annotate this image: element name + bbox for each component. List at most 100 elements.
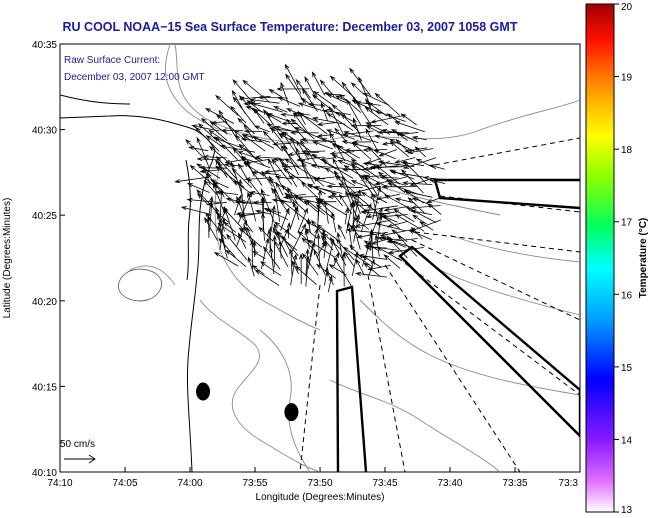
current-vector xyxy=(215,94,239,116)
current-vector xyxy=(208,145,235,168)
current-vector xyxy=(310,163,346,169)
current-vector xyxy=(262,130,283,152)
current-vector xyxy=(300,97,316,108)
current-vector xyxy=(288,248,294,276)
current-vector xyxy=(387,182,419,195)
current-vector xyxy=(354,219,391,228)
current-vector xyxy=(232,79,256,106)
current-vector xyxy=(397,235,418,257)
current-vector xyxy=(261,170,273,187)
current-vector xyxy=(223,221,237,233)
current-vector xyxy=(337,224,346,240)
current-vector xyxy=(253,125,270,133)
current-vector xyxy=(369,229,374,260)
current-vector xyxy=(381,184,417,189)
current-vector xyxy=(297,102,328,113)
polygon-east xyxy=(433,178,580,210)
current-vector xyxy=(223,206,236,241)
current-vector xyxy=(324,266,329,286)
current-vector xyxy=(213,252,239,267)
colorbar-tick-label: 19 xyxy=(621,73,633,84)
current-vector xyxy=(355,271,387,278)
current-vector xyxy=(274,221,297,240)
current-vector xyxy=(337,159,355,167)
current-vector xyxy=(258,226,274,242)
current-vector xyxy=(247,256,255,277)
current-vector xyxy=(367,145,387,167)
current-vector xyxy=(376,246,400,260)
current-vector xyxy=(411,135,427,141)
current-vector xyxy=(336,145,360,159)
current-vector xyxy=(197,192,209,206)
current-vector xyxy=(251,107,271,125)
current-vector xyxy=(401,168,424,194)
current-vector xyxy=(218,109,239,142)
current-vector xyxy=(408,229,432,240)
current-vector xyxy=(214,165,245,188)
current-vector xyxy=(225,249,247,268)
current-vector xyxy=(338,93,362,113)
current-vector xyxy=(301,160,315,185)
y-axis-ticks: 40:10 40:15 40:20 40:25 40:30 40:35 xyxy=(32,40,65,479)
y-tick-label: 40:15 xyxy=(32,382,57,393)
current-vector xyxy=(205,212,227,240)
current-vector xyxy=(273,106,288,113)
current-vector xyxy=(383,206,410,212)
current-vector xyxy=(328,275,333,292)
current-vector xyxy=(241,133,266,152)
plot-frame xyxy=(59,43,581,473)
current-vector xyxy=(333,256,353,288)
current-vector xyxy=(185,139,208,162)
current-vector xyxy=(215,113,237,133)
current-vector xyxy=(284,158,316,179)
current-vector xyxy=(402,181,433,186)
current-vector xyxy=(381,141,399,146)
current-vector xyxy=(316,263,336,279)
current-vector xyxy=(196,189,219,214)
current-vector xyxy=(372,185,382,220)
current-vector xyxy=(248,102,284,113)
current-vector xyxy=(280,207,290,231)
current-vector xyxy=(238,143,265,167)
current-vector xyxy=(254,269,280,286)
current-vector xyxy=(232,96,255,126)
current-vector xyxy=(238,162,247,179)
x-tick-label: 73:3 xyxy=(559,478,579,489)
scale-arrow xyxy=(64,454,96,464)
current-vector xyxy=(307,241,316,269)
current-vector xyxy=(268,88,283,98)
current-vector xyxy=(280,199,310,223)
current-vector xyxy=(302,252,319,276)
current-vector xyxy=(370,114,406,124)
current-vector xyxy=(427,202,442,215)
x-tick-label: 74:10 xyxy=(47,478,72,489)
y-tick-label: 40:25 xyxy=(32,211,57,222)
current-vector xyxy=(186,183,210,193)
current-vector xyxy=(353,213,361,243)
current-vector xyxy=(325,129,356,140)
y-tick-label: 40:30 xyxy=(32,126,57,137)
current-vector xyxy=(363,240,378,251)
current-vector xyxy=(380,236,406,248)
current-vector xyxy=(360,203,372,233)
current-vector xyxy=(203,166,211,186)
current-vector xyxy=(338,182,364,206)
current-vector xyxy=(345,228,381,234)
bathymetry-contours xyxy=(129,44,580,472)
current-vector xyxy=(305,248,310,277)
current-vector xyxy=(306,184,343,194)
current-vector xyxy=(203,179,218,195)
current-vector xyxy=(236,219,247,247)
current-vector xyxy=(365,128,379,153)
current-vector xyxy=(390,129,419,143)
current-vector xyxy=(186,197,220,203)
current-vector xyxy=(266,113,288,122)
x-tick-label: 73:40 xyxy=(437,478,462,489)
current-vector xyxy=(369,165,406,170)
sampling-wedges xyxy=(299,137,580,472)
current-vector xyxy=(334,127,347,142)
current-vector xyxy=(365,125,381,133)
current-vector xyxy=(351,164,373,195)
current-vector xyxy=(272,226,289,257)
